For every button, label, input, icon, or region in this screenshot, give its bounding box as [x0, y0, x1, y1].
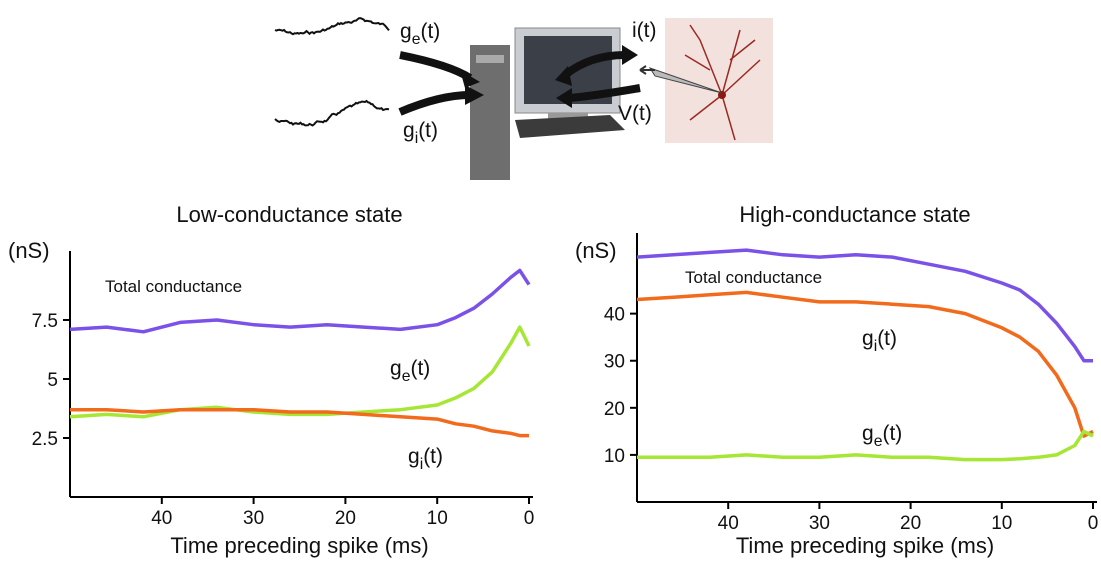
label-main: i(t): [632, 19, 657, 42]
noise-trace: [274, 99, 390, 127]
x-tick-label: 30: [809, 513, 830, 534]
diagram-label: i(t): [632, 19, 657, 42]
label-suffix: (t): [877, 327, 897, 350]
noise-trace: [274, 17, 390, 36]
label-main: g: [862, 422, 874, 445]
arrow: [569, 84, 641, 102]
label-main: g: [390, 357, 402, 380]
series-label: Total conductance: [105, 277, 242, 296]
arrowhead: [622, 45, 638, 65]
x-tick-label: 20: [335, 508, 356, 529]
arrow: [399, 51, 473, 82]
x-tick-label: 20: [900, 513, 921, 534]
y-tick-label: 40: [604, 305, 625, 326]
label-subscript: e: [874, 433, 883, 450]
chart-title: High-conductance state: [739, 202, 970, 227]
label-main: g: [403, 119, 415, 142]
neuron-dendrites: [684, 24, 761, 141]
label-main: g: [400, 20, 412, 43]
label-subscript: i: [874, 338, 878, 355]
x-tick-label: 40: [718, 513, 739, 534]
label-subscript: e: [402, 368, 411, 385]
electrode: [648, 67, 723, 94]
label-main: V(t): [618, 102, 652, 125]
label-suffix: (t): [420, 20, 440, 43]
y-tick-label: 30: [604, 352, 625, 373]
series-label: ge(t): [862, 422, 902, 450]
series-line: [636, 248, 1093, 363]
y-tick-label: 2.5: [32, 429, 58, 450]
y-tick-label: 20: [604, 399, 625, 420]
label-suffix: (t): [423, 445, 443, 468]
arrowhead: [556, 88, 572, 108]
y-axis-label: (nS): [8, 238, 50, 263]
arrow: [398, 91, 471, 116]
diagram-label: gi(t): [403, 119, 438, 147]
label-suffix: (t): [882, 422, 902, 445]
x-tick-label: 30: [243, 508, 264, 529]
electrode-arrow: [639, 65, 655, 75]
label-subscript: i: [415, 130, 419, 147]
schematic: [274, 17, 773, 180]
label-main: g: [862, 327, 874, 350]
series-label: ge(t): [390, 357, 430, 385]
x-axis-label: Time preceding spike (ms): [736, 533, 994, 558]
x-tick-label: 10: [427, 508, 448, 529]
tower-drive: [476, 55, 504, 63]
diagram-label: V(t): [618, 102, 652, 125]
diagram-label: ge(t): [400, 20, 440, 48]
series-line: [70, 407, 529, 438]
series-line: [636, 290, 1094, 438]
x-tick-label: 0: [1088, 513, 1099, 534]
series-label: Total conductance: [685, 268, 822, 287]
computer-tower: [470, 45, 510, 180]
chart-title: Low-conductance state: [176, 202, 402, 227]
x-tick-label: 40: [151, 508, 172, 529]
series-line: [637, 429, 1094, 462]
arrowhead: [460, 70, 480, 88]
x-tick-label: 10: [991, 513, 1012, 534]
arrow: [562, 51, 626, 79]
label-main: g: [408, 445, 420, 468]
label-suffix: (t): [410, 357, 430, 380]
arrowhead: [465, 85, 484, 105]
label-subscript: e: [412, 31, 421, 48]
y-axis-label: (nS): [575, 238, 617, 263]
label-suffix: (t): [418, 119, 438, 142]
keyboard: [515, 115, 625, 138]
series-line: [69, 268, 531, 334]
series-label: gi(t): [408, 445, 443, 473]
y-tick-label: 5: [47, 370, 58, 391]
x-axis-label: Time preceding spike (ms): [170, 533, 428, 558]
y-tick-label: 7.5: [32, 311, 58, 332]
label-subscript: i: [420, 456, 424, 473]
arrowhead: [555, 66, 572, 86]
series-label: gi(t): [862, 327, 897, 355]
y-tick-label: 10: [604, 446, 625, 467]
x-tick-label: 0: [524, 508, 535, 529]
series-line: [69, 325, 531, 419]
